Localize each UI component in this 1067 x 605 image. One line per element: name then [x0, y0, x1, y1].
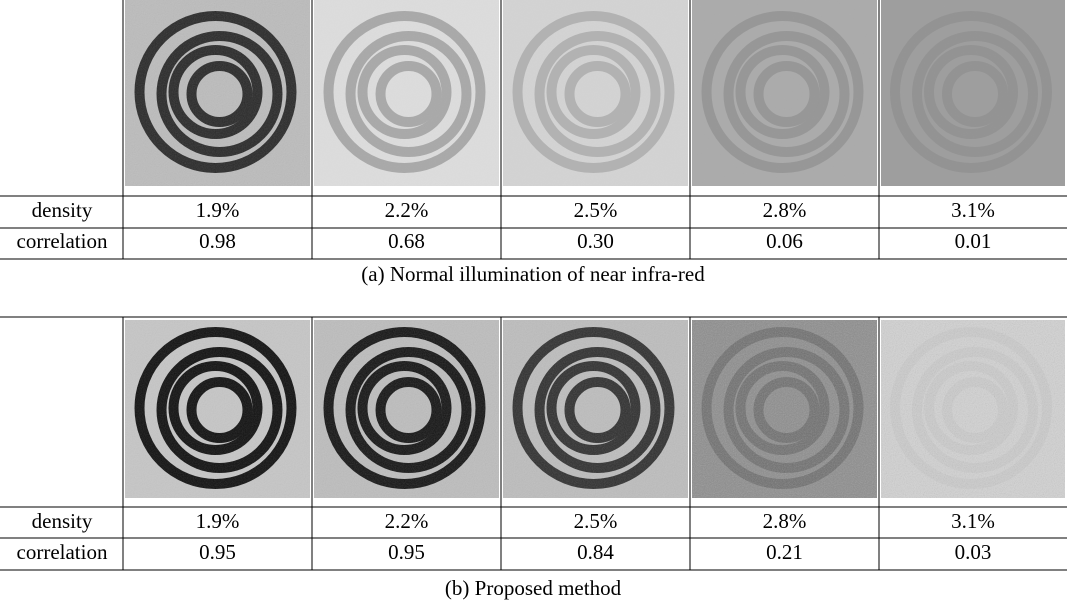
image-noise [125, 0, 310, 186]
table-cell: 0.95 [388, 540, 425, 564]
table-cell: 0.01 [955, 229, 992, 253]
specimen-image [314, 0, 499, 186]
specimen-image [125, 0, 310, 186]
caption: (a) Normal illumination of near infra-re… [361, 262, 705, 286]
table-cell: 2.8% [763, 509, 807, 533]
table-cell: 2.2% [385, 509, 429, 533]
table-cell: 2.2% [385, 198, 429, 222]
table-cell: 3.1% [951, 198, 995, 222]
table-cell: 0.21 [766, 540, 803, 564]
row-label: correlation [17, 229, 108, 253]
table-cell: 3.1% [951, 509, 995, 533]
image-noise [692, 0, 877, 186]
specimen-image [314, 320, 499, 498]
caption: (b) Proposed method [445, 576, 622, 600]
table-cell: 2.5% [574, 198, 618, 222]
table-cell: 0.98 [199, 229, 236, 253]
image-noise [503, 320, 688, 498]
specimen-image [125, 320, 310, 498]
specimen-image [881, 0, 1065, 186]
table-cell: 0.84 [577, 540, 614, 564]
row-label: density [32, 509, 93, 533]
table-cell: 0.06 [766, 229, 803, 253]
specimen-image [692, 0, 877, 186]
table-cell: 0.30 [577, 229, 614, 253]
image-noise [503, 0, 688, 186]
table-cell: 0.95 [199, 540, 236, 564]
table-cell: 2.5% [574, 509, 618, 533]
specimen-image [503, 320, 688, 498]
image-noise [692, 320, 877, 498]
table-cell: 2.8% [763, 198, 807, 222]
image-noise [314, 320, 499, 498]
table-cell: 0.03 [955, 540, 992, 564]
specimen-image [503, 0, 688, 186]
image-noise [314, 0, 499, 186]
table-cell: 0.68 [388, 229, 425, 253]
row-label: correlation [17, 540, 108, 564]
row-label: density [32, 198, 93, 222]
table-cell: 1.9% [196, 198, 240, 222]
table-cell: 1.9% [196, 509, 240, 533]
image-noise [125, 320, 310, 498]
image-noise [881, 0, 1065, 186]
specimen-image [692, 320, 877, 498]
image-noise [881, 320, 1065, 498]
specimen-image [881, 320, 1065, 498]
